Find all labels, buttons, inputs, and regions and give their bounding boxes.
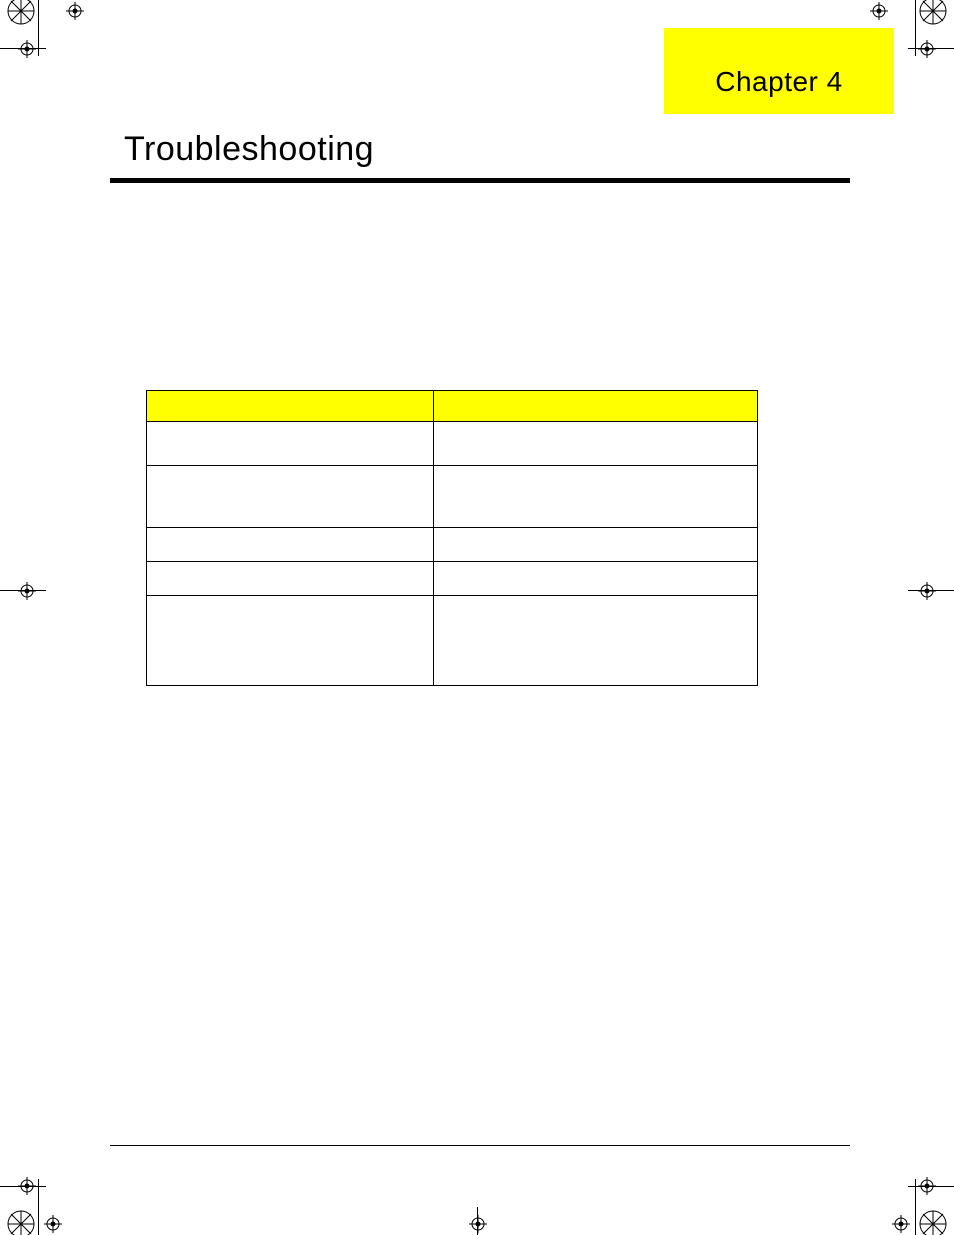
table-row: [147, 466, 758, 528]
table-cell: [147, 528, 434, 562]
table-cell: [147, 466, 434, 528]
table-cell: [434, 562, 758, 596]
table-cell: [147, 562, 434, 596]
crop-line: [915, 1179, 916, 1235]
table-header-cell: [434, 391, 758, 422]
title-rule: [110, 178, 850, 183]
registration-mark-icon: [66, 2, 84, 20]
table-cell: [434, 528, 758, 562]
registration-mark-icon: [469, 1215, 487, 1233]
print-dial-icon: [918, 0, 948, 26]
registration-mark-icon: [18, 582, 36, 600]
table-cell: [147, 596, 434, 686]
table-row: [147, 422, 758, 466]
registration-mark-icon: [18, 40, 36, 58]
registration-mark-icon: [44, 1215, 62, 1233]
registration-mark-icon: [892, 1215, 910, 1233]
print-dial-icon: [918, 1209, 948, 1235]
print-dial-icon: [6, 0, 36, 26]
registration-mark-icon: [18, 1177, 36, 1195]
registration-mark-icon: [870, 2, 888, 20]
table-cell: [434, 596, 758, 686]
table-row: [147, 596, 758, 686]
crop-line: [915, 0, 916, 56]
table-cell: [147, 422, 434, 466]
troubleshooting-table: [146, 390, 758, 686]
table-header-row: [147, 391, 758, 422]
table-row: [147, 528, 758, 562]
chapter-label: Chapter 4: [715, 66, 842, 98]
table-cell: [434, 422, 758, 466]
registration-mark-icon: [918, 40, 936, 58]
table-row: [147, 562, 758, 596]
crop-line: [38, 0, 39, 56]
footer-rule: [110, 1145, 850, 1146]
registration-mark-icon: [918, 582, 936, 600]
table-header-cell: [147, 391, 434, 422]
registration-mark-icon: [918, 1177, 936, 1195]
crop-line: [38, 1179, 39, 1235]
page-title: Troubleshooting: [124, 130, 374, 169]
print-dial-icon: [6, 1209, 36, 1235]
chapter-tab: Chapter 4: [664, 28, 894, 114]
table-cell: [434, 466, 758, 528]
